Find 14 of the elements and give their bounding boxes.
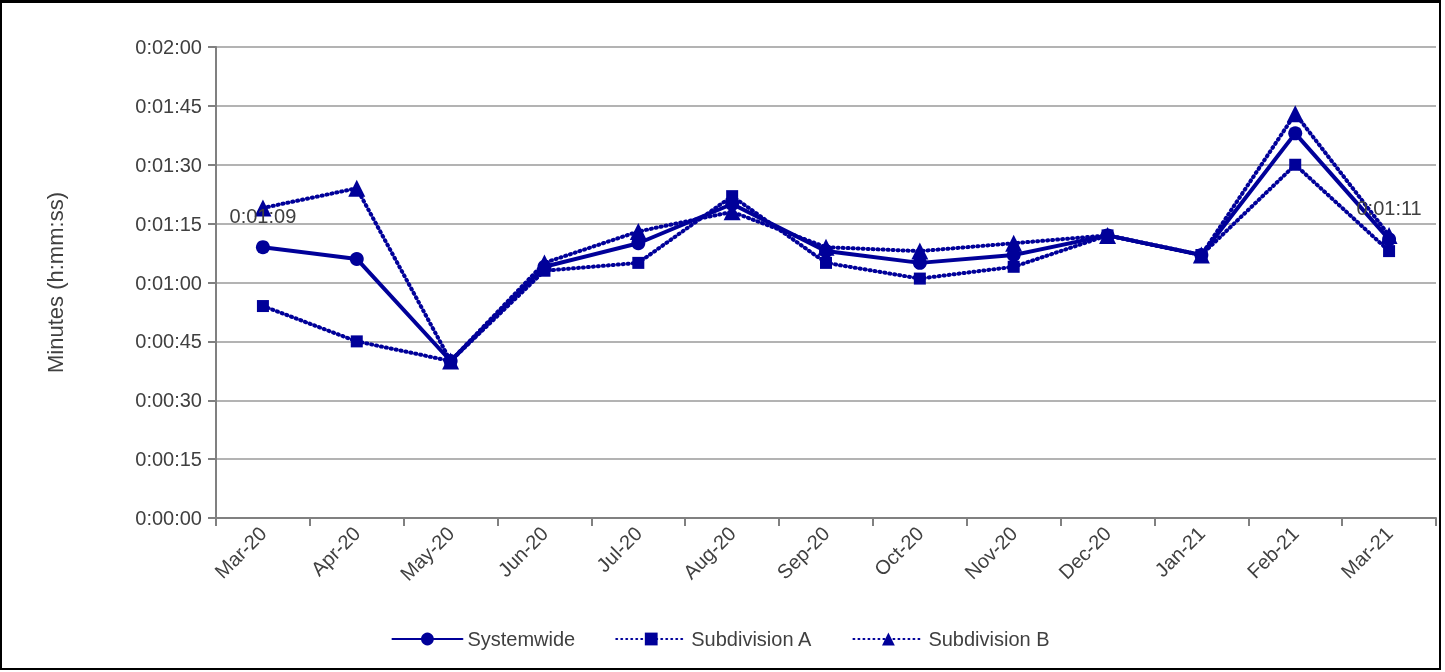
data-label: 0:01:09 [229,205,297,228]
y-tick-label: 0:00:30 [135,389,202,412]
y-tick-label: 0:00:00 [135,507,202,529]
y-tick-label: 0:00:45 [135,330,202,353]
legend-label: Subdivision A [691,628,812,650]
y-tick-label: 0:01:15 [135,212,202,235]
y-tick-label: 0:01:30 [135,153,202,176]
y-tick-label: 0:02:00 [135,36,202,58]
legend-label: Subdivision B [928,628,1050,650]
y-axis-title: Minutes (h:mm:ss) [42,192,68,373]
y-tick-label: 0:01:00 [135,271,202,294]
y-tick-label: 0:01:45 [135,94,202,117]
y-tick-label: 0:00:15 [135,448,202,471]
legend-label: Systemwide [467,628,576,650]
